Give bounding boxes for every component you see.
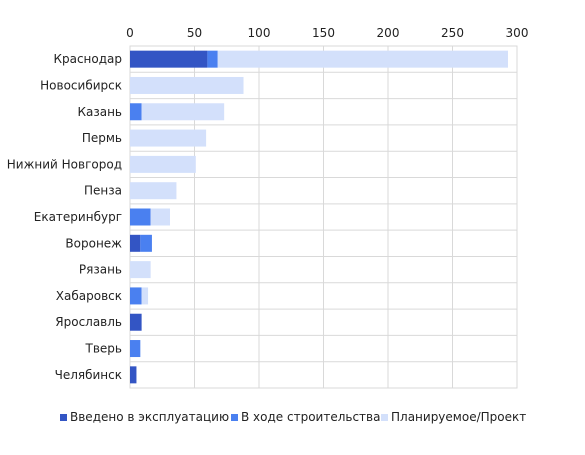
legend-swatch: [60, 414, 67, 421]
bar-segment: [130, 287, 142, 305]
bar-segment: [130, 208, 151, 226]
bar-segment: [130, 234, 141, 252]
bar-segment: [207, 50, 218, 68]
category-label: Хабаровск: [56, 289, 122, 303]
x-tick-label: 150: [312, 26, 335, 40]
x-tick-label: 200: [377, 26, 400, 40]
legend-label: В ходе строительства: [241, 410, 380, 424]
category-label: Пермь: [82, 131, 122, 145]
legend: Введено в эксплуатацию В ходе строительст…: [60, 410, 526, 424]
x-tick-label: 250: [441, 26, 464, 40]
x-tick-label: 0: [126, 26, 134, 40]
category-label: Рязань: [79, 263, 122, 277]
category-label: Челябинск: [55, 368, 122, 382]
x-axis-ticks: 0 50 100 150 200 250 300: [126, 26, 528, 40]
bar-segment: [130, 103, 142, 121]
category-label: Екатеринбург: [34, 210, 122, 224]
bars: [130, 50, 508, 384]
bar-segment: [141, 287, 149, 305]
category-label: Пенза: [84, 184, 122, 198]
x-tick-label: 50: [187, 26, 202, 40]
bar-segment: [130, 340, 141, 358]
bar-segment: [130, 50, 208, 68]
x-tick-label: 100: [248, 26, 271, 40]
category-label: Нижний Новгород: [7, 157, 122, 171]
bar-segment: [130, 129, 207, 147]
legend-label: Планируемое/Проект: [391, 410, 526, 424]
bar-segment: [130, 366, 137, 384]
bar-segment: [140, 234, 152, 252]
bar-segment: [130, 155, 196, 173]
bar-segment: [130, 313, 142, 331]
x-tick-label: 300: [506, 26, 529, 40]
bar-segment: [150, 208, 170, 226]
category-labels: Краснодар Новосибирск Казань Пермь Нижний Но…: [7, 52, 122, 382]
category-label: Тверь: [85, 342, 122, 356]
category-label: Казань: [77, 105, 122, 119]
category-label: Краснодар: [53, 52, 122, 66]
grid: [129, 45, 518, 389]
legend-swatch: [381, 414, 388, 421]
legend-swatch: [231, 414, 238, 421]
bar-segment: [217, 50, 508, 68]
category-label: Ярославль: [55, 315, 122, 329]
category-label: Воронеж: [65, 236, 122, 250]
bar-segment: [130, 261, 151, 279]
bar-segment: [141, 103, 225, 121]
legend-label: Введено в эксплуатацию: [70, 410, 229, 424]
category-label: Новосибирск: [40, 78, 122, 92]
bar-segment: [130, 182, 177, 200]
bar-segment: [130, 76, 244, 94]
